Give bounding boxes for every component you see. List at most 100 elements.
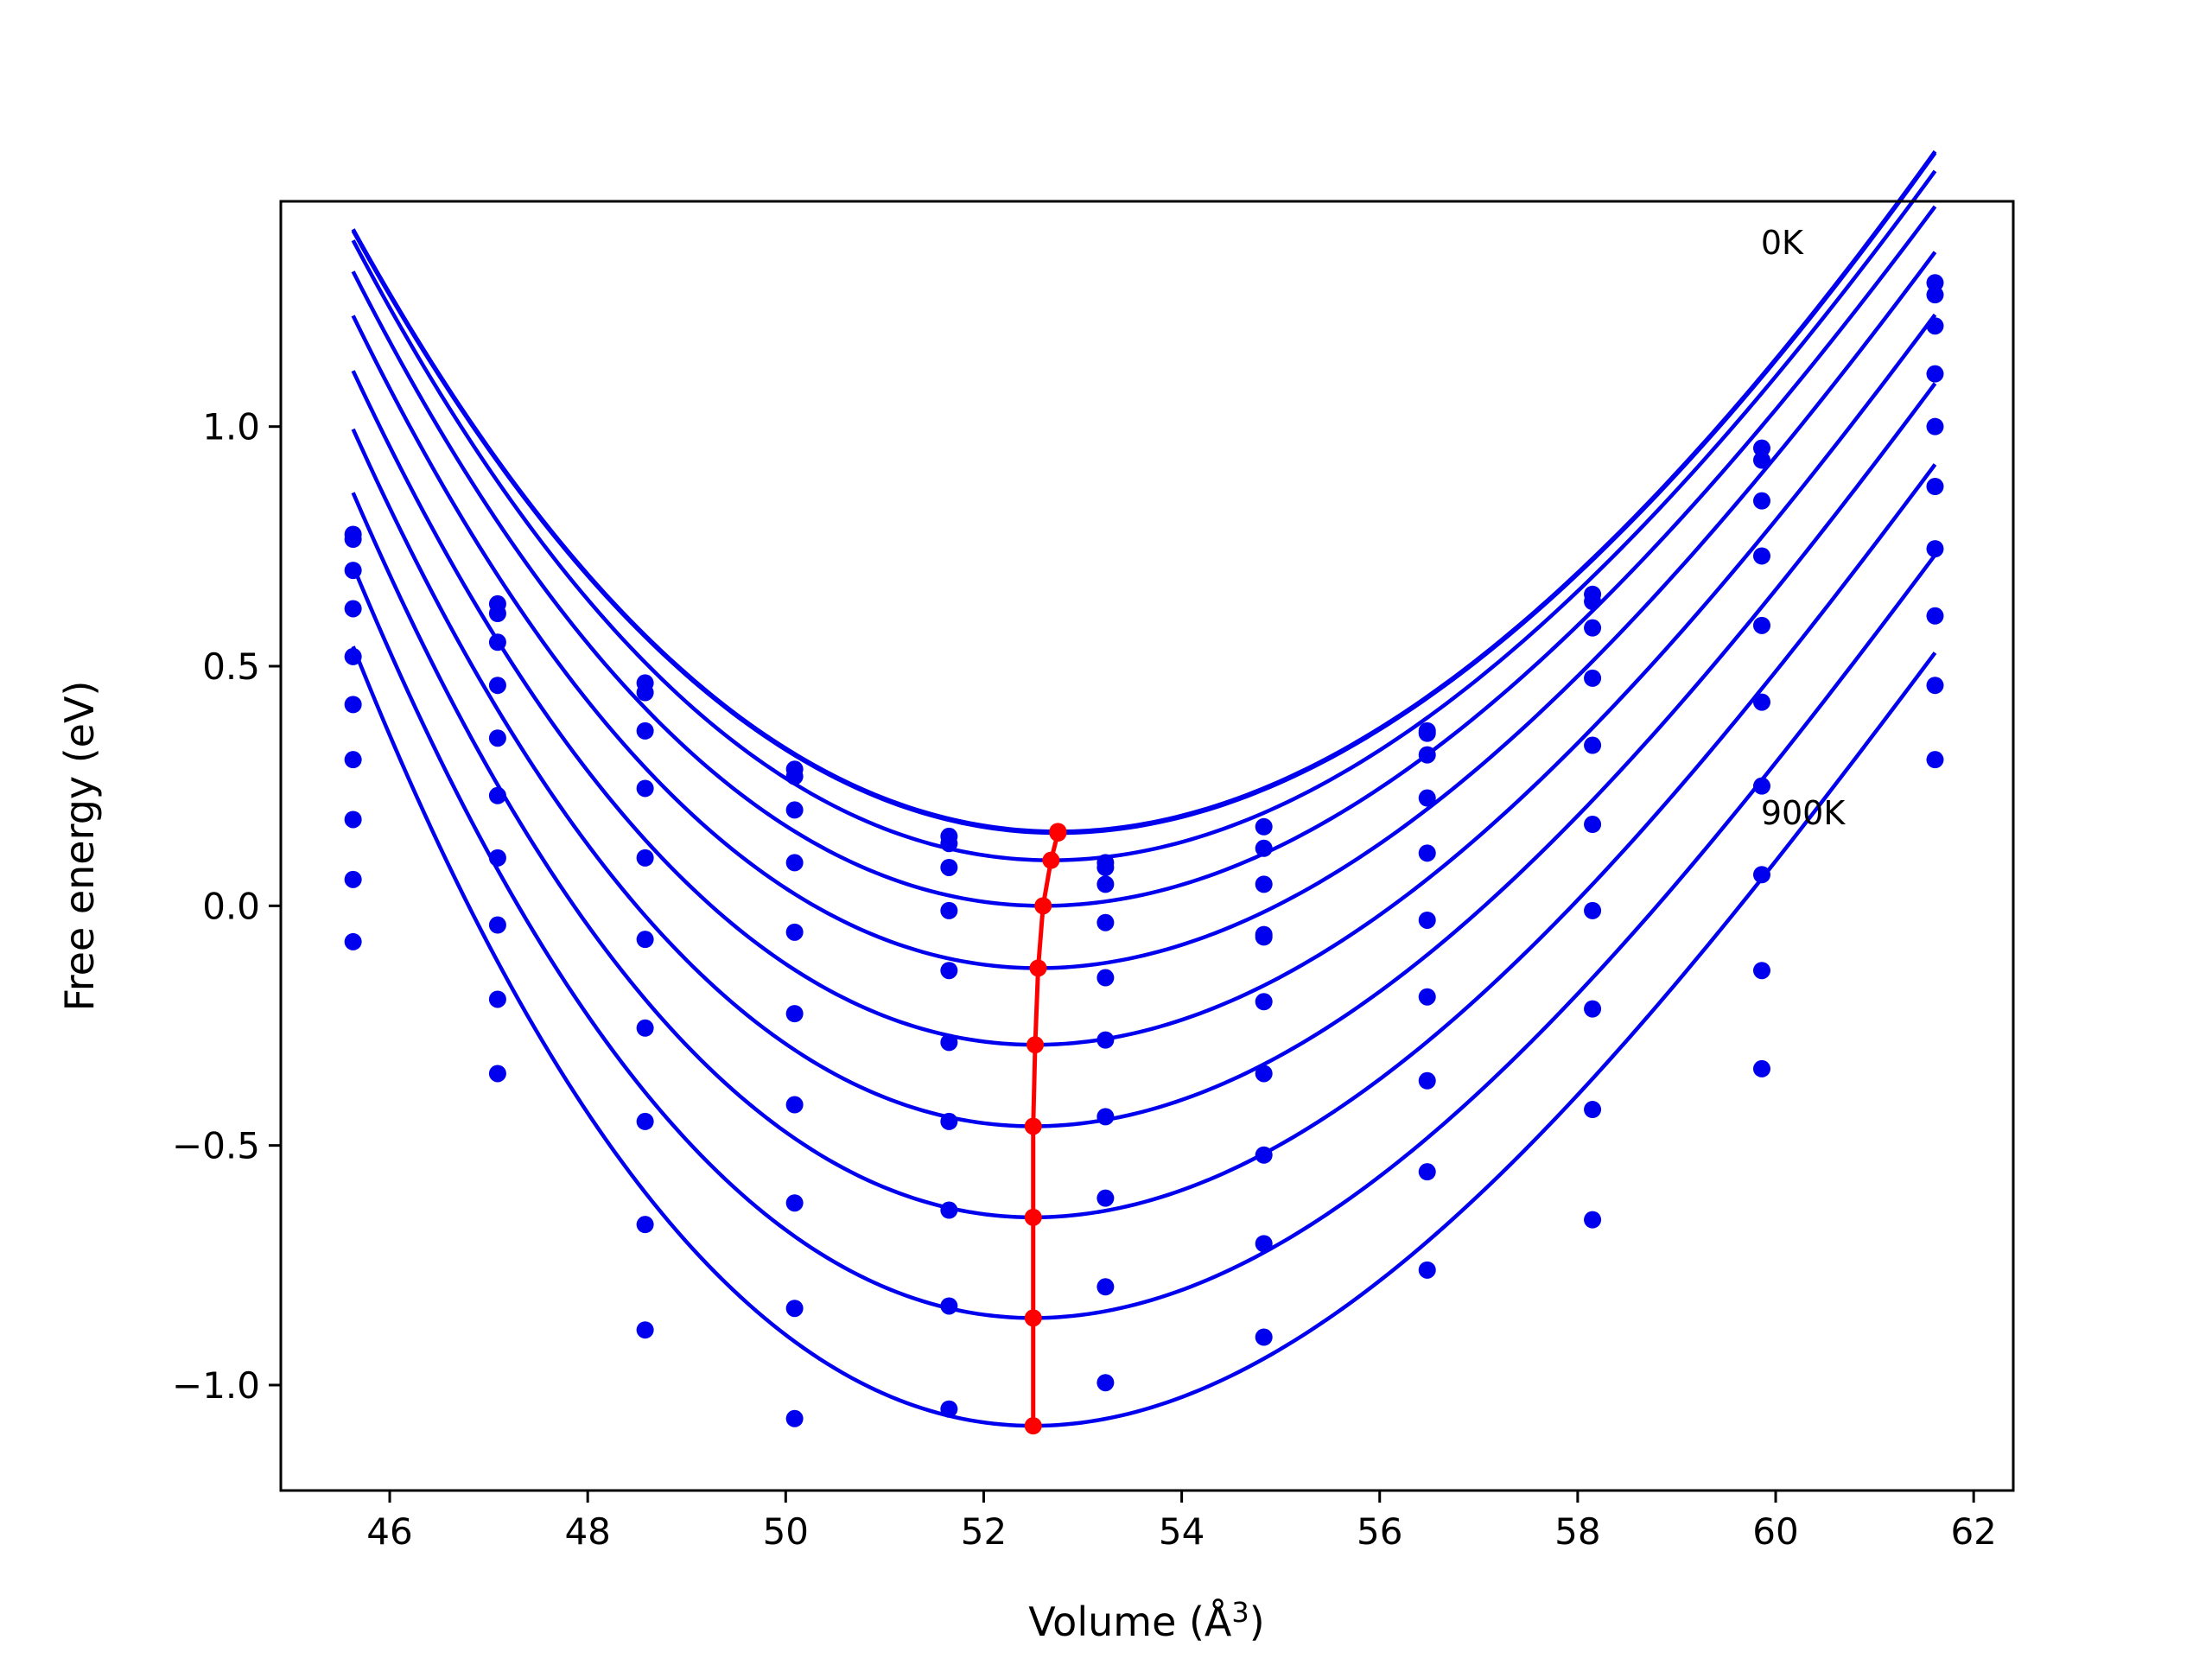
data-point-400K-6 <box>1255 928 1273 946</box>
minima-path <box>1031 831 1060 1427</box>
data-point-400K-0 <box>344 647 362 665</box>
data-point-100K-8 <box>1584 593 1602 611</box>
data-point-500K-6 <box>1255 993 1273 1011</box>
data-point-300K-9 <box>1752 547 1770 565</box>
data-point-900K-0 <box>344 932 362 950</box>
data-point-300K-0 <box>344 600 362 618</box>
data-point-200K-2 <box>636 721 654 740</box>
x-tick-label-60: 60 <box>1752 1510 1798 1553</box>
data-point-200K-3 <box>785 801 804 819</box>
data-point-800K-10 <box>1926 677 1944 695</box>
x-tick-label-58: 58 <box>1554 1510 1600 1553</box>
data-point-600K-10 <box>1926 540 1944 558</box>
data-point-400K-4 <box>940 962 958 980</box>
data-point-200K-5 <box>1096 875 1115 893</box>
data-point-200K-4 <box>940 858 958 876</box>
x-tick-label-56: 56 <box>1357 1510 1402 1553</box>
data-point-900K-4 <box>940 1400 958 1418</box>
y-tick-label-1: −0.5 <box>172 1125 260 1167</box>
data-point-300K-8 <box>1584 669 1602 687</box>
fit-curve-800K <box>351 553 1937 1320</box>
data-point-100K-10 <box>1926 286 1944 304</box>
fit-curve-900K <box>351 645 1937 1428</box>
data-point-900K-3 <box>785 1409 804 1427</box>
x-axis-label: Volume (Å3) <box>1028 1596 1264 1645</box>
data-point-600K-9 <box>1752 777 1770 795</box>
data-point-300K-4 <box>940 901 958 919</box>
data-point-600K-2 <box>636 1019 654 1037</box>
data-point-600K-5 <box>1096 1108 1115 1126</box>
data-point-200K-9 <box>1752 492 1770 510</box>
fit-curve-700K <box>351 463 1937 1220</box>
data-point-100K-0 <box>344 531 362 549</box>
data-point-800K-9 <box>1752 962 1770 980</box>
data-point-800K-8 <box>1584 1101 1602 1119</box>
data-point-600K-3 <box>785 1096 804 1114</box>
minimum-point-4 <box>1029 959 1047 977</box>
data-point-200K-0 <box>344 562 362 580</box>
data-point-800K-1 <box>488 990 506 1008</box>
y-tick-label-3: 0.5 <box>202 645 260 688</box>
plot-frame <box>279 200 2015 1492</box>
data-point-300K-3 <box>785 854 804 872</box>
data-point-700K-7 <box>1418 1071 1436 1090</box>
data-point-0K-9 <box>1752 439 1770 457</box>
data-point-600K-8 <box>1584 901 1602 919</box>
data-point-500K-9 <box>1752 693 1770 711</box>
data-point-100K-2 <box>636 683 654 702</box>
x-tick-label-52: 52 <box>961 1510 1007 1553</box>
data-point-100K-7 <box>1418 724 1436 742</box>
data-point-500K-2 <box>636 931 654 949</box>
data-point-900K-7 <box>1418 1261 1436 1279</box>
data-point-300K-1 <box>488 677 506 695</box>
axis-labels: Volume (Å3) Free energy (eV) <box>56 681 1265 1645</box>
data-point-700K-0 <box>344 810 362 829</box>
fit-curve-400K <box>351 251 1937 970</box>
data-point-100K-9 <box>1752 451 1770 469</box>
minimum-point-9 <box>1024 1417 1042 1435</box>
data-point-400K-8 <box>1584 736 1602 754</box>
annotation-900K: 900K <box>1761 794 1847 832</box>
data-point-300K-7 <box>1418 789 1436 807</box>
data-point-700K-4 <box>940 1201 958 1219</box>
data-point-900K-6 <box>1255 1328 1273 1346</box>
data-point-800K-0 <box>344 870 362 888</box>
data-point-900K-8 <box>1584 1211 1602 1229</box>
data-point-0K-10 <box>1926 274 1944 292</box>
minimum-point-3 <box>1034 897 1052 915</box>
fit-curve-500K <box>351 313 1937 1047</box>
y-axis-label: Free energy (eV) <box>56 681 103 1012</box>
data-point-600K-1 <box>488 849 506 867</box>
data-point-700K-5 <box>1096 1189 1115 1207</box>
fit-curve-300K <box>351 205 1937 908</box>
data-point-500K-4 <box>940 1033 958 1052</box>
data-point-200K-7 <box>1418 746 1436 764</box>
data-points <box>344 274 1944 1427</box>
x-tick-label-50: 50 <box>763 1510 809 1553</box>
data-point-800K-4 <box>940 1297 958 1315</box>
data-point-500K-0 <box>344 696 362 714</box>
fit-curve-200K <box>351 169 1937 862</box>
data-point-500K-8 <box>1584 816 1602 834</box>
data-point-300K-10 <box>1926 365 1944 383</box>
data-point-300K-5 <box>1096 913 1115 931</box>
data-point-700K-10 <box>1926 607 1944 625</box>
axis-ticks: 46 48 50 52 54 56 58 60 62 −1.0 −0.5 0.0 0.5 1.0 <box>172 406 1997 1553</box>
data-point-400K-5 <box>1096 969 1115 987</box>
data-point-200K-6 <box>1255 875 1273 893</box>
data-point-800K-5 <box>1096 1278 1115 1296</box>
minimum-point-2 <box>1042 851 1060 869</box>
data-point-100K-4 <box>940 835 958 853</box>
minima-line <box>1024 823 1067 1435</box>
y-tick-label-0: −1.0 <box>172 1364 260 1407</box>
data-point-600K-0 <box>344 751 362 769</box>
data-point-100K-3 <box>785 767 804 785</box>
data-point-400K-2 <box>636 849 654 867</box>
data-point-800K-3 <box>785 1300 804 1318</box>
minimum-point-6 <box>1024 1117 1042 1135</box>
data-point-700K-9 <box>1752 866 1770 884</box>
data-point-400K-7 <box>1418 844 1436 862</box>
x-tick-label-46: 46 <box>366 1510 412 1553</box>
data-point-100K-6 <box>1255 839 1273 857</box>
